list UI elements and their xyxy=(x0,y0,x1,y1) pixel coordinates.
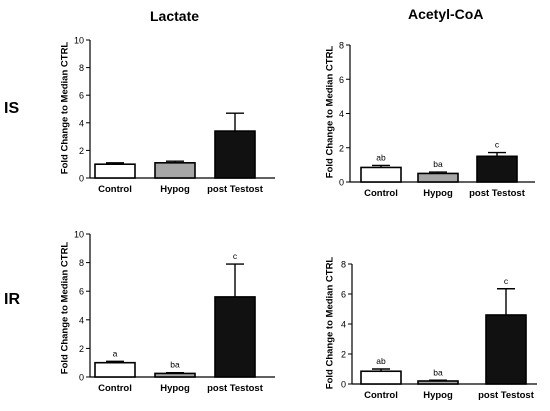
bar-hypog xyxy=(417,172,459,183)
y-tick-label: 2 xyxy=(341,350,346,360)
x-tick-label: Control xyxy=(98,383,132,394)
bar-post-testost xyxy=(485,314,527,385)
significance-letter: ab xyxy=(376,356,386,366)
acetyl-coa-column-title: Acetyl-CoA xyxy=(408,6,484,22)
x-tick-label: Hypog xyxy=(423,390,453,401)
y-tick-label: 0 xyxy=(339,178,344,188)
y-tick-label: 4 xyxy=(79,118,84,128)
y-tick-label: 4 xyxy=(79,315,84,325)
x-tick-label: Hypog xyxy=(160,184,190,195)
y-tick-label: 0 xyxy=(79,174,84,184)
ir-row-label: IR xyxy=(4,291,20,308)
significance-letter: c xyxy=(504,276,509,286)
y-tick-label: 6 xyxy=(79,91,84,101)
bar-control xyxy=(94,361,136,378)
bar-hypog xyxy=(154,372,196,378)
x-tick-label: post Testost xyxy=(207,184,264,195)
ir-lactate-chart: 0 2 4 6 8 10 a Control ba Hypog c post Testost xyxy=(74,230,275,394)
bar-hypog xyxy=(154,162,196,179)
x-tick-label: post Testost xyxy=(478,390,535,401)
significance-letter: ba xyxy=(170,360,180,370)
significance-letter: ab xyxy=(376,152,386,162)
is-acetyl-coa-chart: 0 2 4 6 8 ab Control ba Hypog c post Testost xyxy=(339,41,535,199)
y-tick-label: 8 xyxy=(79,258,84,268)
y-tick-label: 2 xyxy=(79,344,84,354)
significance-letter: ba xyxy=(433,367,443,377)
bar-control xyxy=(360,370,402,385)
is-lactate-chart: 0 2 4 6 8 10 Control Hypog post Testost xyxy=(74,36,275,195)
significance-letter: c xyxy=(495,140,500,150)
y-tick-label: 8 xyxy=(341,260,346,270)
y-tick-label: 0 xyxy=(79,373,84,383)
bar-control xyxy=(94,163,136,179)
y-tick-label: 2 xyxy=(79,146,84,156)
bar-post-testost xyxy=(476,155,518,183)
significance-letter: a xyxy=(113,348,118,358)
y-tick-label: 8 xyxy=(339,41,344,51)
x-tick-label: Hypog xyxy=(160,383,190,394)
x-tick-label: Control xyxy=(98,184,132,195)
x-tick-label: Control xyxy=(364,188,398,199)
y-tick-label: 10 xyxy=(74,36,84,46)
y-tick-label: 4 xyxy=(341,320,346,330)
y-tick-label: 6 xyxy=(79,287,84,297)
y-tick-label: 8 xyxy=(79,63,84,73)
ir-acetyl-coa-chart: 0 2 4 6 8 ab Control ba Hypog c post Testost xyxy=(341,260,537,401)
bar-post-testost xyxy=(214,296,256,378)
x-tick-label: post Testost xyxy=(207,383,264,394)
y-tick-label: 6 xyxy=(339,75,344,85)
x-tick-label: post Testost xyxy=(469,188,526,199)
bar-hypog xyxy=(417,380,459,385)
y-tick-label: 10 xyxy=(74,230,84,240)
x-tick-label: Control xyxy=(364,390,398,401)
significance-letter: c xyxy=(233,251,238,261)
significance-letter: ba xyxy=(433,159,443,169)
bar-post-testost xyxy=(214,130,256,179)
is-row-label: IS xyxy=(4,100,20,117)
y-tick-label: 0 xyxy=(341,380,346,390)
y-tick-label: 4 xyxy=(339,109,344,119)
y-tick-label: 2 xyxy=(339,143,344,153)
x-tick-label: Hypog xyxy=(423,188,453,199)
bar-control xyxy=(360,166,402,183)
lactate-column-title: Lactate xyxy=(150,8,200,24)
y-tick-label: 6 xyxy=(341,290,346,300)
